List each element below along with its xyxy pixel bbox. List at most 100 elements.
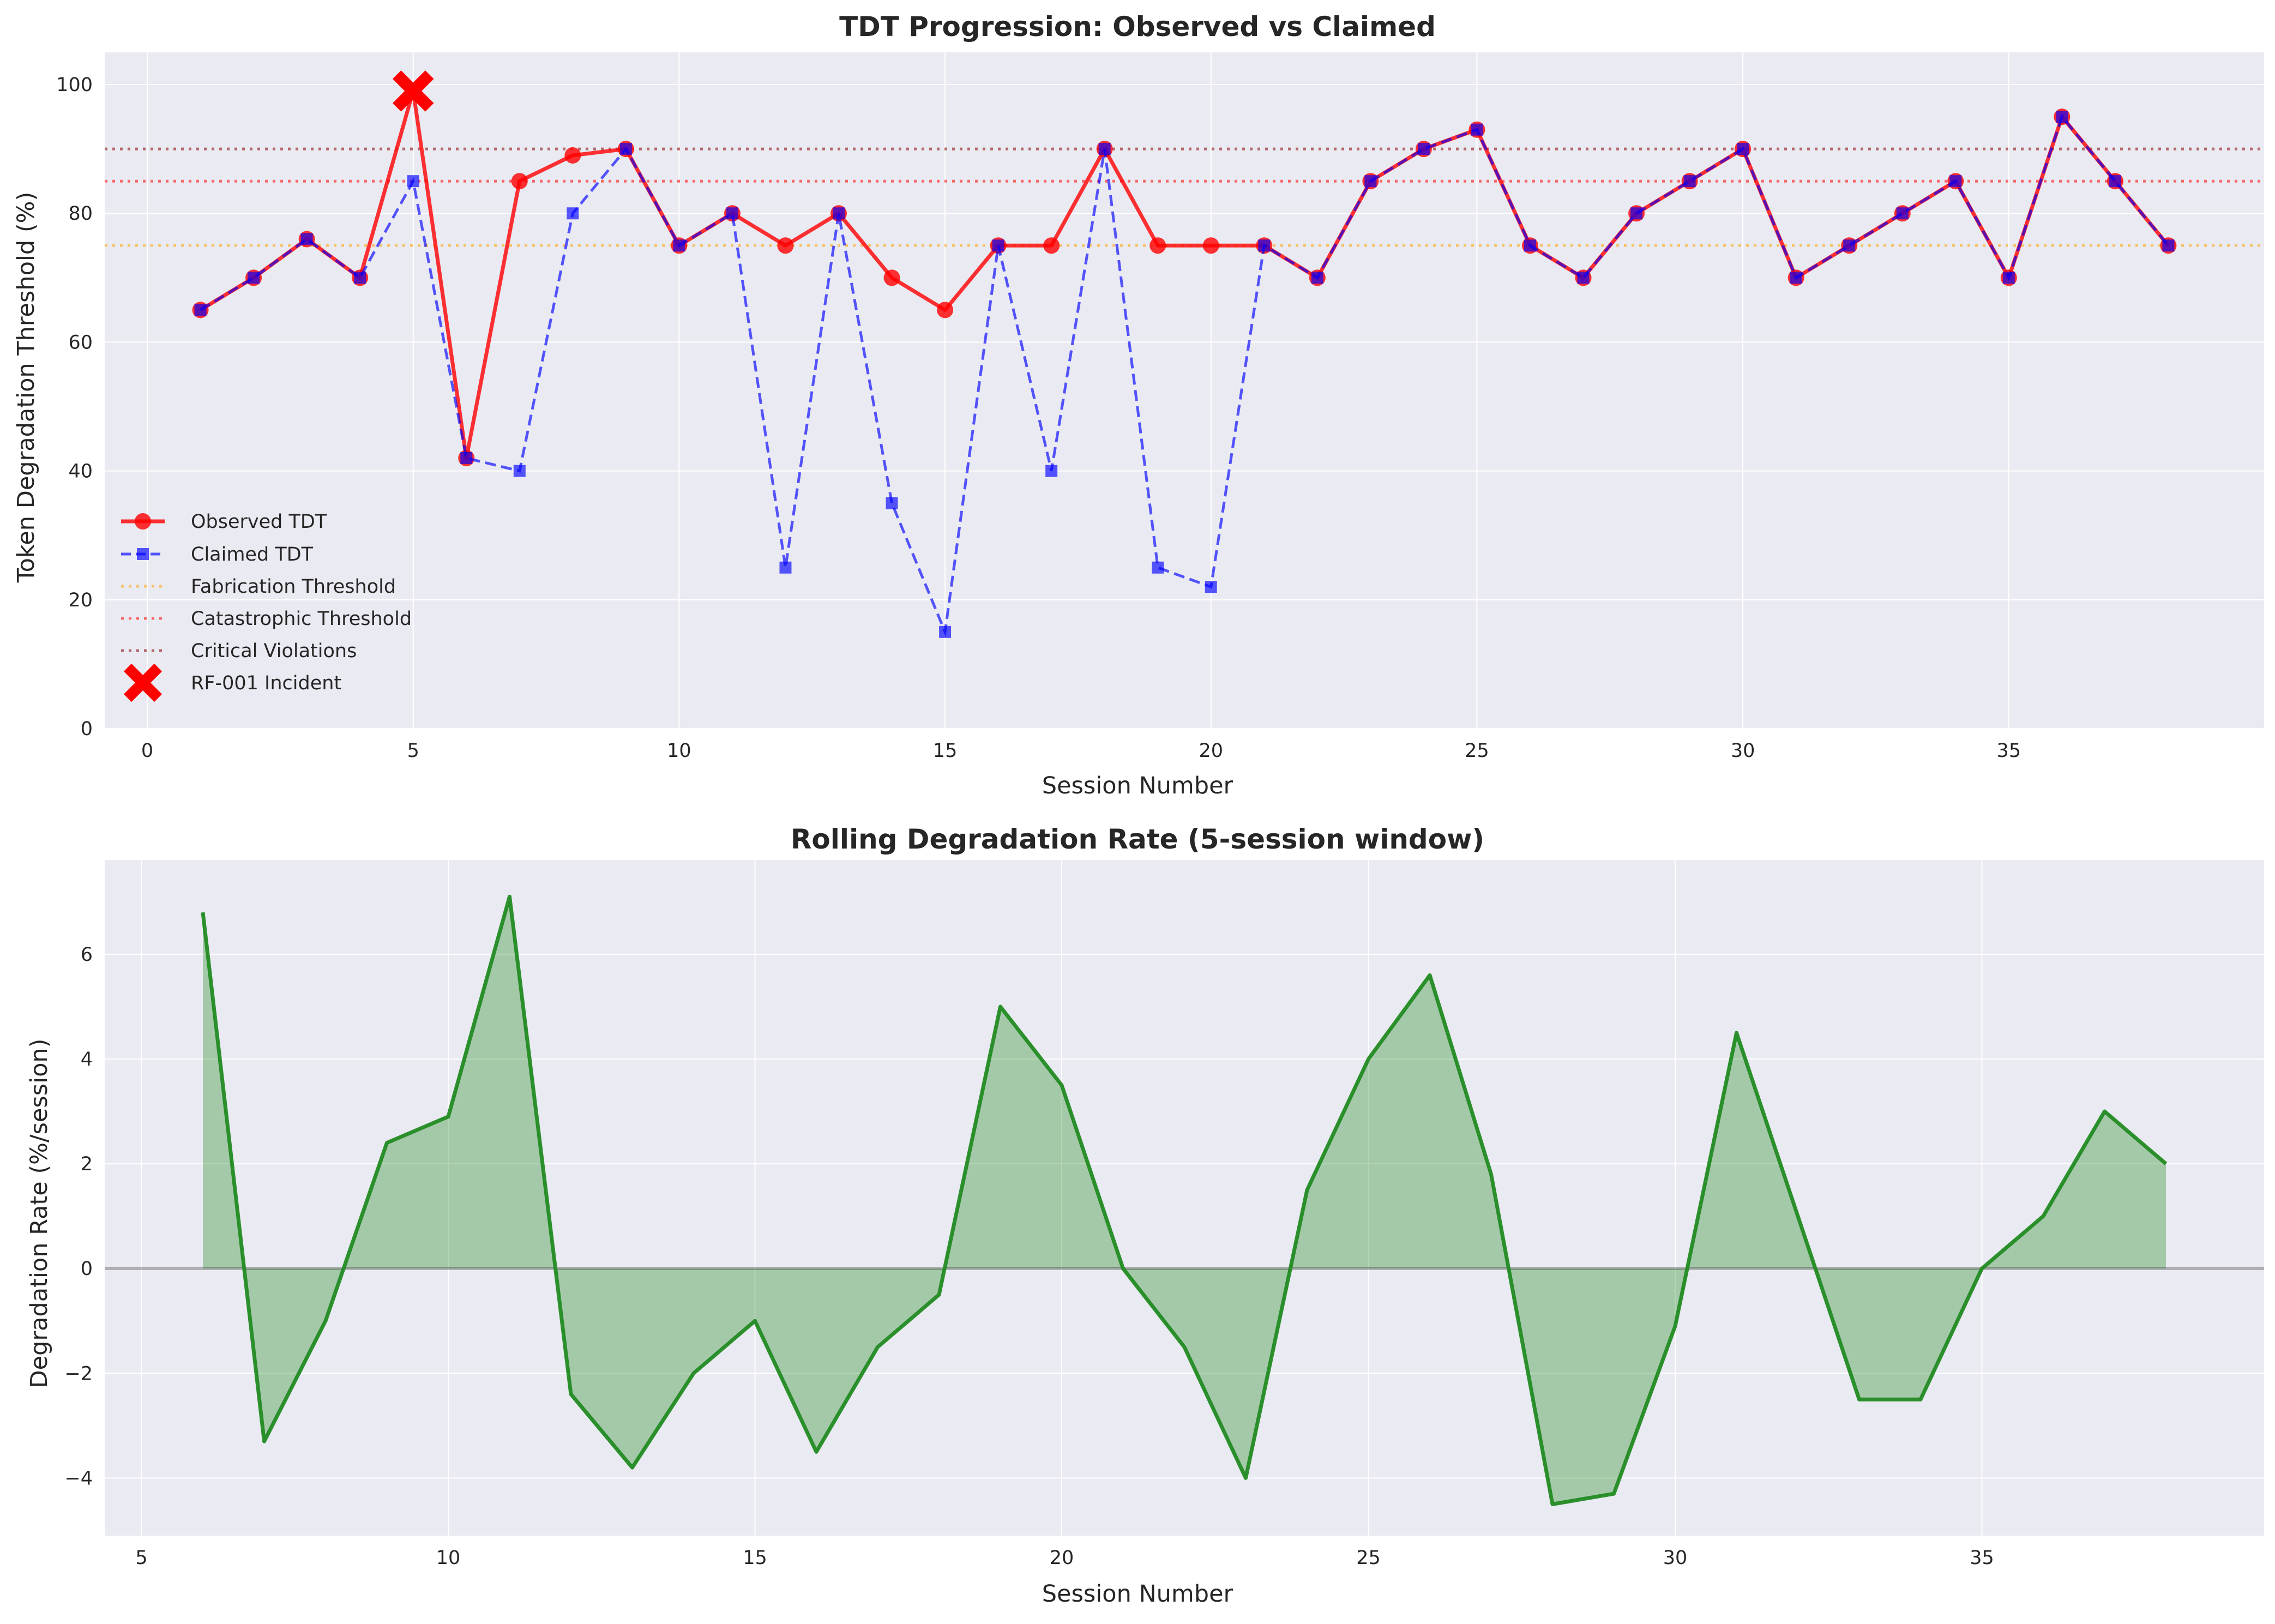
x-tick-label: 15 <box>933 740 958 762</box>
x-tick-labels: 5 10 15 20 25 30 35 <box>135 1547 1994 1569</box>
claimed-tdt-point <box>1098 143 1111 155</box>
y-axis-label: Degradation Rate (%/session) <box>26 1039 53 1388</box>
legend-label: Catastrophic Threshold <box>191 608 412 630</box>
y-tick-label: 80 <box>68 203 93 225</box>
legend-marker-claimed <box>137 548 149 560</box>
y-tick-label: −2 <box>64 1363 93 1385</box>
y-tick-label: 0 <box>81 1258 93 1280</box>
claimed-tdt-point <box>1524 239 1536 252</box>
observed-tdt-point <box>1202 237 1219 254</box>
claimed-tdt-point <box>939 625 952 638</box>
claimed-tdt-point <box>992 239 1004 252</box>
claimed-tdt-point <box>1896 207 1909 220</box>
claimed-tdt-point <box>1205 581 1217 593</box>
y-tick-label: 20 <box>68 590 93 611</box>
claimed-tdt-point <box>673 239 685 252</box>
claimed-tdt-point <box>886 497 898 509</box>
claimed-tdt-point <box>194 304 207 316</box>
claimed-tdt-point <box>1258 239 1271 252</box>
observed-tdt-point <box>1043 237 1060 254</box>
y-tick-label: 0 <box>81 718 93 740</box>
x-tick-label: 30 <box>1731 740 1755 762</box>
y-tick-label: 4 <box>81 1049 93 1070</box>
observed-tdt-point <box>511 173 528 190</box>
claimed-tdt-point <box>1737 143 1749 155</box>
incident-marker <box>392 70 434 112</box>
claimed-tdt-point <box>1152 561 1164 574</box>
x-tick-label: 15 <box>743 1547 767 1569</box>
x-tick-label: 10 <box>436 1547 461 1569</box>
legend-marker-incident <box>123 663 162 702</box>
claimed-tdt-line <box>200 114 2170 637</box>
claimed-tdt-point <box>2056 111 2068 123</box>
claimed-tdt-point <box>407 175 419 188</box>
claimed-tdt-point <box>1364 175 1377 188</box>
observed-tdt-point <box>937 302 954 318</box>
y-tick-label: 60 <box>68 332 93 353</box>
legend-label: Fabrication Threshold <box>191 576 396 598</box>
y-tick-label: −4 <box>64 1467 93 1489</box>
rf-001-incident-marker <box>392 70 434 112</box>
claimed-tdt-point <box>833 207 845 220</box>
claimed-tdt-point <box>1045 465 1058 477</box>
claimed-tdt-point <box>1843 239 1856 252</box>
y-tick-labels: 0 20 40 60 80 100 <box>56 74 93 740</box>
claimed-tdt-point <box>1683 175 1696 188</box>
legend: Observed TDT Claimed TDT Fabrication Thres… <box>121 511 412 702</box>
y-tick-label: 100 <box>56 74 93 96</box>
observed-tdt-point <box>883 269 900 286</box>
claimed-tdt-point <box>1790 272 1802 284</box>
observed-tdt-point <box>564 147 581 164</box>
x-tick-label: 35 <box>1997 740 2021 762</box>
tdt-progression-panel: 0 5 10 15 20 25 30 35 0 20 40 60 80 100 TDT Progress… <box>13 11 2264 799</box>
plot-area-background <box>105 860 2264 1536</box>
claimed-tdt-point <box>1949 175 1962 188</box>
y-tick-label: 6 <box>81 944 93 966</box>
claimed-tdt-point <box>2109 175 2121 188</box>
x-tick-label: 10 <box>667 740 691 762</box>
claimed-tdt-point <box>354 272 366 284</box>
x-tick-label: 20 <box>1199 740 1223 762</box>
legend-label: RF-001 Incident <box>191 672 341 694</box>
claimed-tdt-point <box>513 465 526 477</box>
claimed-tdt-point <box>2002 272 2015 284</box>
claimed-tdt-point <box>779 561 792 574</box>
x-tick-label: 25 <box>1465 740 1489 762</box>
x-tick-label: 0 <box>141 740 153 762</box>
plot-area-background <box>105 52 2264 729</box>
claimed-tdt-point <box>1577 272 1590 284</box>
x-tick-label: 25 <box>1356 1547 1381 1569</box>
legend-label: Observed TDT <box>191 511 327 533</box>
observed-tdt-point <box>1149 237 1166 254</box>
claimed-tdt-point <box>460 452 473 464</box>
x-tick-labels: 0 5 10 15 20 25 30 35 <box>141 740 2021 762</box>
x-axis-label: Session Number <box>1042 1580 1233 1608</box>
x-tick-label: 30 <box>1663 1547 1688 1569</box>
y-tick-label: 2 <box>81 1153 93 1175</box>
claimed-tdt-point <box>248 272 260 284</box>
claimed-tdt-point <box>1471 123 1483 136</box>
x-axis-label: Session Number <box>1042 772 1233 799</box>
x-tick-label: 5 <box>407 740 419 762</box>
claimed-tdt-point <box>1630 207 1643 220</box>
y-tick-label: 40 <box>68 461 93 483</box>
claimed-tdt-point <box>567 207 579 220</box>
chart-title: TDT Progression: Observed vs Claimed <box>839 11 1436 43</box>
claimed-tdt-point <box>300 233 313 245</box>
claimed-tdt-point <box>726 207 738 220</box>
degradation-area-fill <box>203 897 2166 1505</box>
claimed-tdt-point <box>1417 143 1430 155</box>
chart-title: Rolling Degradation Rate (5-session wind… <box>791 823 1484 855</box>
legend-label: Claimed TDT <box>191 544 314 566</box>
legend-marker-observed <box>135 513 151 530</box>
observed-tdt-point <box>777 237 794 254</box>
claimed-tdt-point <box>1311 272 1323 284</box>
claimed-tdt-point <box>2162 239 2175 252</box>
rolling-degradation-panel: 5 10 15 20 25 30 35 −4 −2 0 2 4 6 Rolling Degradati… <box>26 823 2264 1608</box>
y-axis-label: Token Degradation Threshold (%) <box>13 192 40 584</box>
x-tick-label: 35 <box>1970 1547 1994 1569</box>
data-series <box>105 894 2264 1506</box>
x-tick-label: 5 <box>135 1547 147 1569</box>
